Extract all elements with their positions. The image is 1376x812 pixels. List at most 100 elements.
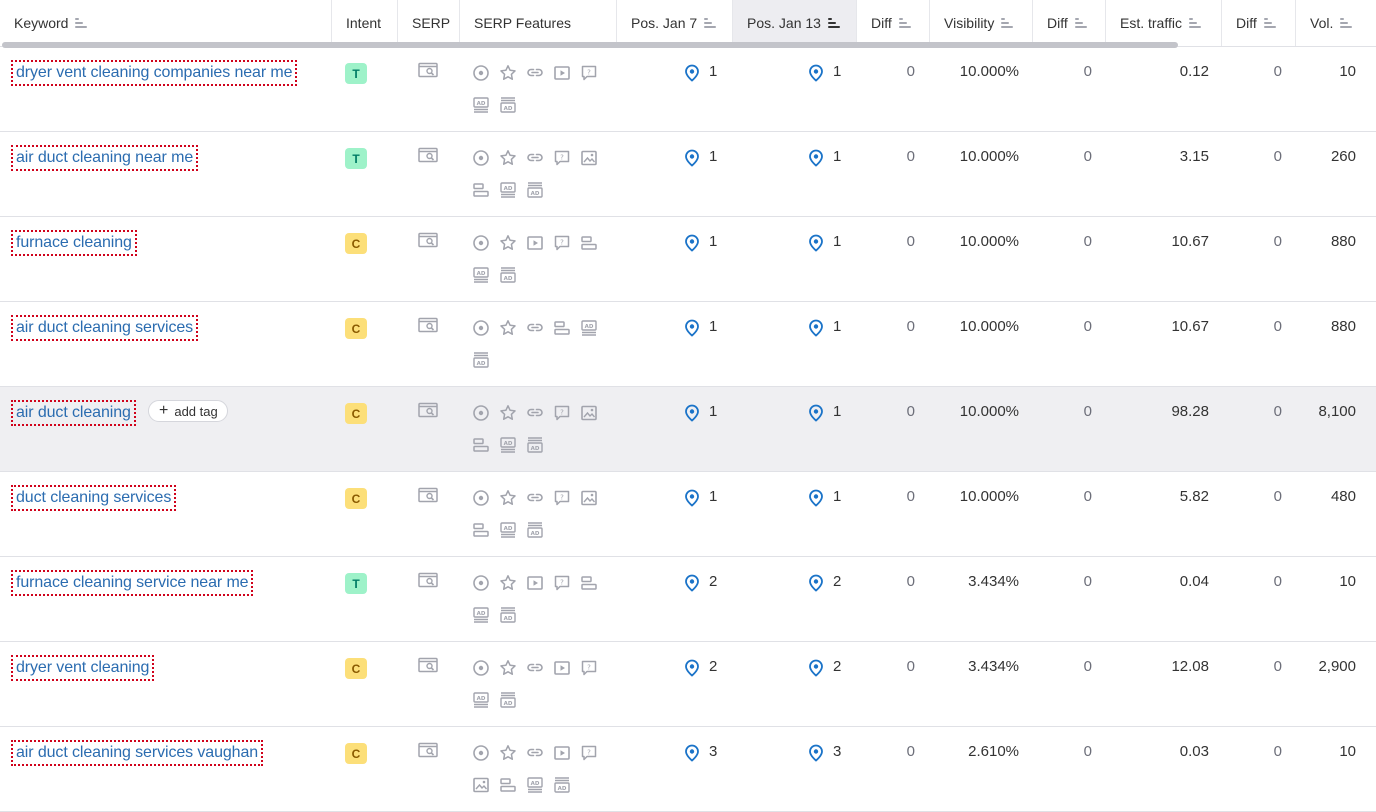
serp-preview-icon[interactable] (418, 402, 438, 418)
sort-icon[interactable] (1074, 18, 1087, 28)
ads-bottom-icon: AD (526, 436, 544, 454)
svg-text:?: ? (587, 69, 591, 77)
intent-badge[interactable]: C (345, 233, 367, 254)
related-searches-icon (580, 234, 598, 252)
keyword-link[interactable]: furnace cleaning (11, 230, 137, 256)
intent-badge[interactable]: C (345, 318, 367, 339)
diff1-value: 0 (906, 148, 915, 165)
location-pin-icon (808, 574, 824, 592)
col-diff2-header[interactable]: Diff (1033, 0, 1106, 46)
sort-icon[interactable] (75, 18, 88, 28)
col-est-traffic-header[interactable]: Est. traffic (1106, 0, 1222, 46)
diff3-value: 0 (1273, 573, 1282, 590)
col-visibility-header[interactable]: Visibility (930, 0, 1033, 46)
intent-badge[interactable]: C (345, 488, 367, 509)
location-pin-icon (808, 149, 824, 167)
table-row[interactable]: air duct cleaning near me T? AD AD 1 1 0 10.000… (0, 132, 1376, 217)
est-traffic-value: 98.28 (1171, 403, 1209, 420)
sort-icon[interactable] (704, 18, 717, 28)
pos-jan13-value: 2 (833, 573, 842, 590)
svg-text:?: ? (560, 579, 564, 587)
plus-icon: + (159, 402, 169, 419)
location-pin-icon (808, 404, 824, 422)
serp-preview-icon[interactable] (418, 317, 438, 333)
keyword-link[interactable]: air duct cleaning services vaughan (11, 740, 264, 766)
col-pos-jan7-header[interactable]: Pos. Jan 7 (617, 0, 733, 46)
col-diff1-label: Diff (871, 15, 892, 31)
sort-active-icon[interactable] (827, 18, 840, 28)
keyword-link[interactable]: furnace cleaning service near me (11, 570, 254, 596)
pos-jan7-value: 2 (709, 573, 718, 590)
intent-badge[interactable]: T (345, 573, 367, 594)
serp-preview-icon[interactable] (418, 232, 438, 248)
svg-text:AD: AD (531, 781, 540, 787)
est-traffic-value: 10.67 (1171, 318, 1209, 335)
est-traffic-value: 5.82 (1179, 488, 1209, 505)
diff2-value: 0 (1083, 488, 1092, 505)
sort-icon[interactable] (1001, 18, 1014, 28)
diff1-value: 0 (906, 743, 915, 760)
serp-preview-icon[interactable] (418, 147, 438, 163)
location-pin-icon (808, 744, 824, 762)
col-pos-jan13-header[interactable]: Pos. Jan 13 (733, 0, 857, 46)
location-pin-icon (684, 744, 700, 762)
serp-preview-icon[interactable] (418, 572, 438, 588)
serp-preview-icon[interactable] (418, 742, 438, 758)
col-diff3-header[interactable]: Diff (1222, 0, 1296, 46)
reviews-icon (499, 64, 517, 82)
serp-preview-icon[interactable] (418, 62, 438, 78)
image-pack-icon (580, 404, 598, 422)
intent-badge[interactable]: C (345, 403, 367, 424)
pos-jan7-value: 1 (709, 318, 718, 335)
table-row[interactable]: dryer vent cleaning companies near me T? A… (0, 47, 1376, 132)
keyword-link[interactable]: dryer vent cleaning companies near me (11, 60, 298, 86)
serp-preview-icon[interactable] (418, 487, 438, 503)
volume-value: 10 (1339, 743, 1356, 760)
keyword-link[interactable]: dryer vent cleaning (11, 655, 155, 681)
sort-icon[interactable] (898, 18, 911, 28)
col-diff1-header[interactable]: Diff (857, 0, 930, 46)
table-row[interactable]: air duct cleaning services vaughan C? AD AD… (0, 727, 1376, 812)
intent-badge[interactable]: T (345, 63, 367, 84)
location-pin-icon (808, 659, 824, 677)
table-row[interactable]: furnace cleaning C? AD AD 1 1 0 10.000% 0 10.67 0 8… (0, 217, 1376, 302)
keyword-link[interactable]: air duct cleaning near me (11, 145, 199, 171)
ads-top-icon: AD (499, 436, 517, 454)
horizontal-scrollbar[interactable] (2, 42, 1178, 48)
intent-badge[interactable]: C (345, 743, 367, 764)
ads-top-icon: AD (472, 96, 490, 114)
svg-text:AD: AD (504, 186, 513, 192)
reviews-icon (499, 149, 517, 167)
volume-value: 2,900 (1318, 658, 1356, 675)
svg-text:AD: AD (504, 276, 513, 282)
table-row[interactable]: duct cleaning services C? AD AD 1 1 0 10.000% 0 5… (0, 472, 1376, 557)
serp-preview-icon[interactable] (418, 657, 438, 673)
ads-top-icon: AD (526, 776, 544, 794)
ads-top-icon: AD (472, 691, 490, 709)
table-row[interactable]: furnace cleaning service near me T? AD AD 2 2… (0, 557, 1376, 642)
svg-text:AD: AD (531, 191, 540, 197)
keyword-link[interactable]: duct cleaning services (11, 485, 177, 511)
table-row[interactable]: air duct cleaning + add tag C? AD AD 1 1 0 10.000… (0, 387, 1376, 472)
diff1-value: 0 (906, 233, 915, 250)
diff2-value: 0 (1083, 403, 1092, 420)
sort-icon[interactable] (1340, 18, 1353, 28)
add-tag-button[interactable]: + add tag (148, 400, 228, 422)
col-vol-header[interactable]: Vol. (1296, 0, 1376, 46)
intent-badge[interactable]: T (345, 148, 367, 169)
keyword-link[interactable]: air duct cleaning services (11, 315, 199, 341)
sort-icon[interactable] (1263, 18, 1276, 28)
volume-value: 880 (1330, 233, 1356, 250)
keyword-link[interactable]: air duct cleaning (11, 400, 136, 426)
volume-value: 480 (1330, 488, 1356, 505)
sort-icon[interactable] (1188, 18, 1201, 28)
col-keyword-header[interactable]: Keyword (0, 0, 332, 46)
table-row[interactable]: air duct cleaning services C AD AD 1 1 0 10.000… (0, 302, 1376, 387)
diff3-value: 0 (1273, 63, 1282, 80)
pos-jan13-value: 1 (833, 403, 842, 420)
volume-value: 10 (1339, 63, 1356, 80)
reviews-icon (499, 234, 517, 252)
intent-badge[interactable]: C (345, 658, 367, 679)
table-row[interactable]: dryer vent cleaning C? AD AD 2 2 0 3.434% 0 12.08… (0, 642, 1376, 727)
ads-bottom-icon: AD (499, 691, 517, 709)
